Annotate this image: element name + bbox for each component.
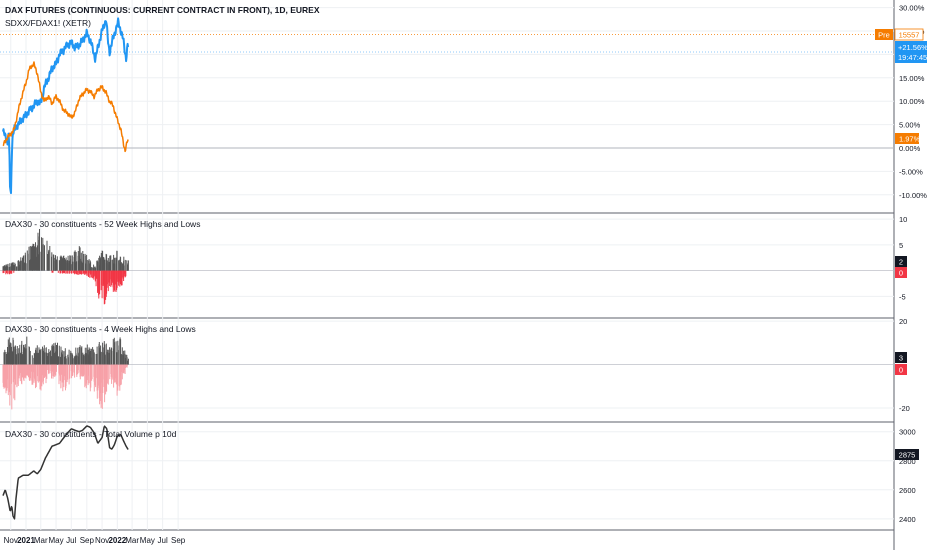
lows-52w-badge [895,267,907,278]
time-axis-label: 2021 [17,536,35,545]
pre-market-badge [875,29,893,40]
dax-futures-line[interactable] [2,17,130,195]
chart-title[interactable]: DAX FUTURES (CONTINUOUS: CURRENT CONTRAC… [5,5,320,15]
time-axis-label: 2022 [108,536,126,545]
pane-title-volume[interactable]: DAX30 - 30 constituents - Total Volume p… [5,429,177,439]
indicator-axis-tick-label: -20 [899,404,910,413]
dax-change-value: +21.56% [898,43,928,52]
volume-axis-tick-label: 2800 [899,457,916,466]
time-axis-label: Sep [80,536,95,545]
compare-symbol-label[interactable]: SDXX/FDAX1! (XETR) [5,18,91,28]
indicator-axis-tick-label: 10 [899,215,907,224]
total-volume-line[interactable] [2,425,129,520]
time-axis-label: Sep [171,536,186,545]
volume-axis-tick-label: 2600 [899,486,916,495]
price-axis-tick-label: 5.00% [899,121,921,130]
price-axis-tick-label: -10.00% [899,191,927,200]
lows-4w-value: 0 [899,366,903,375]
price-axis-tick-label: 0.00% [899,144,921,153]
price-axis-tick-label: 10.00% [899,97,925,106]
time-axis-label: May [140,536,155,545]
indicator-axis-tick-label: -5 [899,292,906,301]
highs-4w-value: 3 [899,354,903,363]
volume-axis-tick-label: 2400 [899,515,916,524]
time-axis-label: Jul [66,536,76,545]
price-axis-tick-label: 30.00% [899,4,925,13]
highs-52w-badge [895,256,907,267]
volume-axis-tick-label: 3000 [899,428,916,437]
sdax-change-value: 1.97% [899,135,921,144]
highs-52w-value: 2 [899,258,903,267]
sdax-last-badge [895,133,919,144]
time-axis-label: Mar [34,536,48,545]
time-axis-label: May [48,536,63,545]
price-axis-tick-label: -5.00% [899,167,923,176]
highs-4w-badge [895,352,907,363]
lows-4w-badge [895,364,907,375]
volume-last-badge [895,449,919,460]
dax-countdown: 19:47:45 [898,53,927,62]
pre-market-price-badge [894,28,924,41]
price-axis-tick-label: 15.00% [899,74,925,83]
time-axis-label: Jul [158,536,168,545]
lows-52w-value: 0 [899,269,903,278]
time-axis-label: Nov [95,536,109,545]
pane-borders [0,0,895,550]
chart-marks [0,17,894,520]
pre-market-price: 15557 [899,31,920,40]
volume-last-value: 2875 [899,451,916,460]
indicator-axis-tick-label: 20 [899,317,907,326]
pre-market-label: Pre [878,31,890,40]
pane-title-52w[interactable]: DAX30 - 30 constituents - 52 Week Highs … [5,219,200,229]
indicator-axis-tick-label: 5 [899,241,903,250]
pane-title-4w[interactable]: DAX30 - 30 constituents - 4 Week Highs a… [5,324,196,334]
time-axis-label: Mar [125,536,139,545]
sdax-ratio-line[interactable] [2,61,129,153]
dax-last-badge [895,41,927,63]
time-axis-label: Nov [4,536,18,545]
